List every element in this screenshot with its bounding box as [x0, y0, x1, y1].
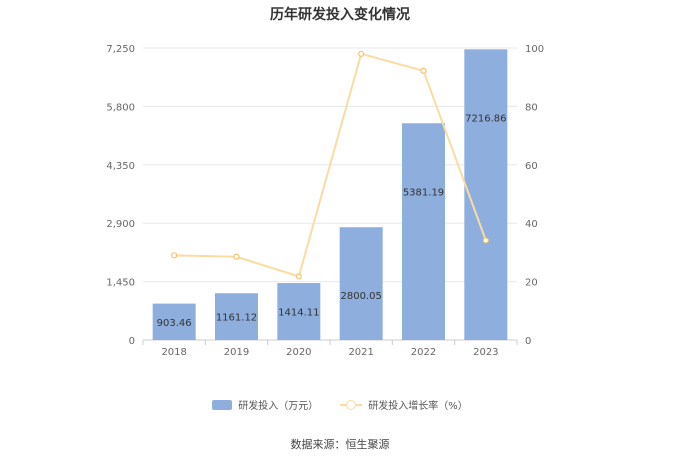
bar-value-label: 1161.12 [216, 313, 257, 324]
bar-value-label: 1414.11 [278, 308, 319, 319]
y-right-tick-label: 100 [525, 44, 544, 55]
y-left-tick-label: 4,350 [106, 161, 135, 172]
x-tick-label: 2022 [411, 347, 436, 358]
legend-line-swatch [340, 399, 363, 410]
y-right-tick-label: 0 [525, 336, 531, 347]
bar [339, 227, 383, 340]
y-left-tick-label: 0 [129, 336, 135, 347]
y-right-tick-label: 20 [525, 278, 538, 289]
growth-point [482, 237, 489, 244]
y-left-tick-label: 1,450 [106, 278, 135, 289]
bar-value-label: 7216.86 [465, 113, 506, 124]
legend-item-line[interactable]: 研发投入增长率（%） [340, 397, 468, 412]
chart-title: 历年研发投入变化情况 [270, 7, 410, 23]
legend-item-bar[interactable]: 研发投入（万元） [212, 397, 318, 412]
bar [277, 283, 321, 340]
legend-bar-swatch [212, 399, 233, 410]
legend-line-label: 研发投入增长率（%） [368, 401, 468, 412]
x-tick-label: 2020 [286, 347, 311, 358]
x-tick-label: 2021 [348, 347, 373, 358]
growth-point [358, 50, 365, 57]
y-left-tick-label: 2,900 [106, 219, 135, 230]
growth-point [420, 67, 427, 74]
bar [402, 123, 445, 340]
growth-point [171, 252, 178, 259]
x-tick-label: 2023 [473, 347, 498, 358]
y-left-tick-label: 5,800 [106, 102, 135, 113]
bar-value-label: 5381.19 [403, 187, 444, 198]
growth-line [174, 52, 487, 278]
growth-point [233, 253, 240, 260]
growth-point [295, 273, 302, 280]
bar [215, 293, 258, 340]
x-tick-label: 2018 [161, 347, 186, 358]
data-source: 数据来源：恒生聚源 [290, 438, 390, 451]
bar [464, 49, 508, 340]
legend-bar-label: 研发投入（万元） [238, 401, 319, 412]
y-left-tick-label: 7,250 [106, 44, 135, 55]
y-right-tick-label: 60 [525, 161, 538, 172]
y-right-tick-label: 40 [525, 219, 538, 230]
bar-value-label: 2800.05 [340, 291, 381, 302]
legend: 研发投入（万元） 研发投入增长率（%） [0, 397, 680, 412]
y-right-tick-label: 80 [525, 102, 538, 113]
x-tick-label: 2019 [224, 347, 249, 358]
bar [152, 303, 196, 340]
bar-value-label: 903.46 [157, 318, 192, 329]
